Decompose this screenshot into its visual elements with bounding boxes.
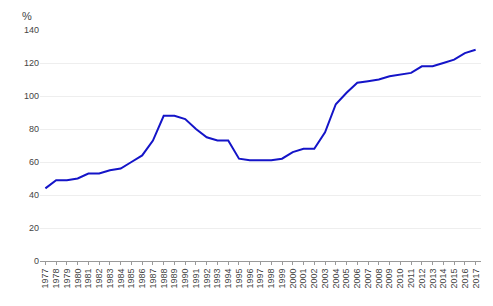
svg-text:100: 100 [24,91,39,101]
svg-text:1987: 1987 [148,269,158,289]
svg-text:1993: 1993 [212,269,222,289]
svg-text:1991: 1991 [191,269,201,289]
svg-text:2009: 2009 [384,269,394,289]
svg-text:40: 40 [29,190,39,200]
svg-text:1983: 1983 [105,269,115,289]
svg-text:2005: 2005 [341,269,351,289]
svg-text:2014: 2014 [438,269,448,289]
svg-text:2017: 2017 [471,269,481,289]
svg-text:1981: 1981 [83,269,93,289]
svg-text:2000: 2000 [288,269,298,289]
svg-text:2015: 2015 [449,269,459,289]
svg-text:1984: 1984 [116,269,126,289]
svg-text:2002: 2002 [309,269,319,289]
svg-text:%: % [22,10,32,22]
svg-text:1978: 1978 [51,269,61,289]
svg-text:0: 0 [34,256,39,266]
svg-text:1990: 1990 [180,269,190,289]
svg-text:2003: 2003 [320,269,330,289]
svg-text:140: 140 [24,25,39,35]
svg-text:1998: 1998 [266,269,276,289]
svg-text:2004: 2004 [331,269,341,289]
svg-text:2013: 2013 [428,269,438,289]
svg-text:80: 80 [29,124,39,134]
svg-text:1989: 1989 [169,269,179,289]
svg-text:1982: 1982 [94,269,104,289]
svg-text:1992: 1992 [202,269,212,289]
svg-text:1997: 1997 [255,269,265,289]
svg-text:60: 60 [29,157,39,167]
svg-text:1996: 1996 [245,269,255,289]
svg-text:1977: 1977 [40,269,50,289]
svg-text:20: 20 [29,223,39,233]
svg-text:1980: 1980 [73,269,83,289]
svg-text:1995: 1995 [234,269,244,289]
svg-text:1986: 1986 [137,269,147,289]
svg-text:2016: 2016 [460,269,470,289]
svg-text:2007: 2007 [363,269,373,289]
svg-text:1988: 1988 [159,269,169,289]
svg-text:1985: 1985 [126,269,136,289]
svg-text:2001: 2001 [298,269,308,289]
svg-text:2010: 2010 [395,269,405,289]
svg-text:1994: 1994 [223,269,233,289]
svg-text:2012: 2012 [417,269,427,289]
svg-text:2011: 2011 [406,269,416,288]
svg-text:1999: 1999 [277,269,287,289]
svg-text:120: 120 [24,58,39,68]
svg-text:2008: 2008 [374,269,384,289]
svg-text:1979: 1979 [62,269,72,289]
svg-text:2006: 2006 [352,269,362,289]
